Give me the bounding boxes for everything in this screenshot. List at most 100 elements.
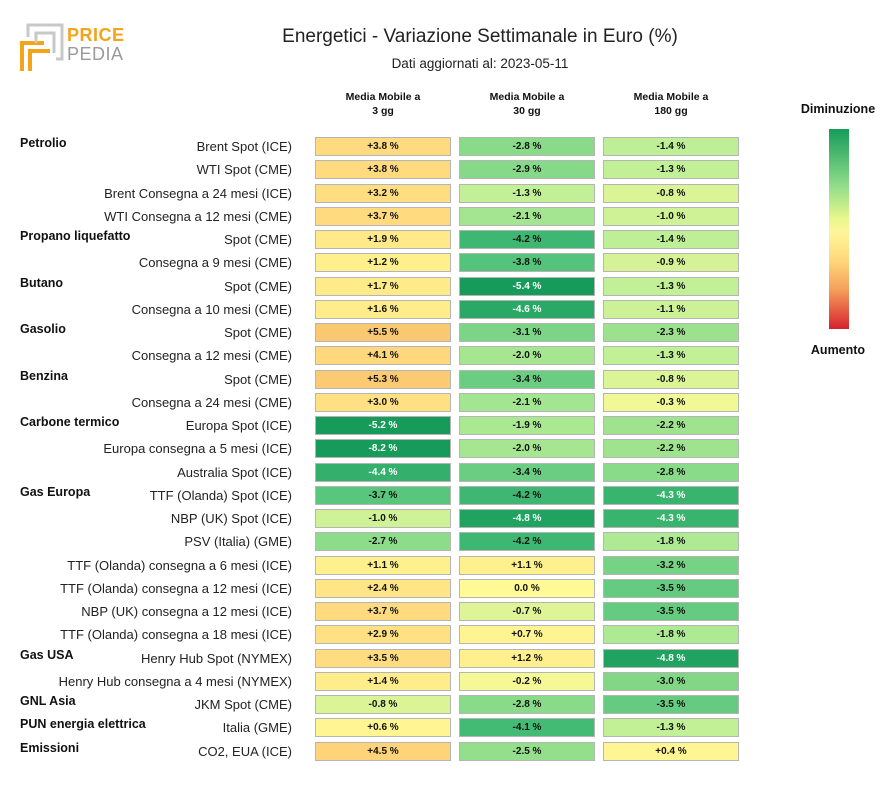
heatmap-cell: -4.2 % — [459, 485, 595, 505]
row-group-label: Carbone termico — [20, 415, 120, 429]
heatmap-cell: -1.4 % — [603, 230, 739, 249]
row-label: Henry Hub consegna a 4 mesi (NYMEX) — [58, 673, 292, 689]
row-label: Consegna a 10 mesi (CME) — [131, 301, 292, 317]
heatmap-cell: +5.3 % — [315, 369, 451, 389]
heatmap-cell: -1.3 % — [603, 346, 739, 366]
heatmap-cell: -1.3 % — [603, 276, 739, 296]
heatmap-cell: -3.2 % — [603, 555, 739, 575]
heatmap-cell: +0.7 % — [459, 625, 595, 645]
row-label: NBP (UK) consegna a 12 mesi (ICE) — [81, 604, 292, 619]
row-group-label: PUN energia elettrica — [20, 717, 146, 732]
heatmap-cell: -5.4 % — [459, 276, 595, 296]
heatmap-cell: -2.2 % — [603, 416, 739, 435]
heatmap-cell: -2.1 % — [459, 392, 595, 412]
pricepedia-logo: PRICE PEDIA — [20, 22, 130, 74]
heatmap-cell: -8.2 % — [315, 439, 451, 459]
heatmap-cell: -0.2 % — [459, 671, 595, 691]
row-label: Italia (GME) — [222, 720, 292, 736]
row-group-label: Gasolio — [20, 322, 66, 336]
chart-title: Energetici - Variazione Settimanale in E… — [282, 26, 678, 47]
heatmap-cell: -2.0 % — [459, 439, 595, 459]
heatmap-cell: -3.5 % — [603, 695, 739, 714]
heatmap-cell: -1.3 % — [459, 183, 595, 203]
heatmap-cell: +1.2 % — [315, 253, 451, 273]
row-group-label: Gas Europa — [20, 484, 91, 499]
row-label: Spot (CME) — [224, 232, 292, 247]
heatmap-cell: +4.1 % — [315, 346, 451, 366]
heatmap-cell: +4.5 % — [315, 741, 451, 761]
heatmap-cell: -0.8 % — [603, 369, 739, 389]
heatmap-cell: +2.4 % — [315, 578, 451, 598]
row-group-label: GNL Asia — [20, 694, 76, 708]
heatmap-cell: -0.7 % — [459, 602, 595, 621]
heatmap-cell: -0.8 % — [603, 183, 739, 203]
heatmap-cell: -1.3 % — [603, 718, 739, 738]
heatmap-cell: -1.0 % — [603, 206, 739, 226]
heatmap-cell: -4.2 % — [459, 532, 595, 552]
heatmap-cell: -3.4 % — [459, 369, 595, 389]
heatmap-cell: -2.7 % — [315, 532, 451, 552]
heatmap-cell: -3.5 % — [603, 602, 739, 621]
heatmap-cell: -2.9 % — [459, 160, 595, 180]
row-label: Brent Spot (ICE) — [196, 139, 292, 154]
row-label: Consegna a 24 mesi (CME) — [131, 394, 292, 410]
row-label: Europa Spot (ICE) — [185, 418, 292, 433]
heatmap-cell: -4.4 % — [315, 462, 451, 482]
legend-bottom-label: Aumento — [810, 343, 866, 357]
heatmap-cell: +3.5 % — [315, 648, 451, 668]
heatmap-cell: +3.8 % — [315, 137, 451, 156]
heatmap-cell: -2.1 % — [459, 206, 595, 226]
legend-top-label: Diminuzione — [800, 102, 876, 116]
heatmap-cell: -4.8 % — [603, 648, 739, 668]
heatmap-cell: -3.1 % — [459, 323, 595, 342]
row-label: Henry Hub Spot (NYMEX) — [141, 650, 292, 666]
row-label: Consegna a 9 mesi (CME) — [138, 255, 292, 271]
heatmap-cell: -2.0 % — [459, 346, 595, 366]
heatmap-cell: -1.8 % — [603, 625, 739, 645]
heatmap-cell: +1.1 % — [459, 555, 595, 575]
heatmap-cell: +3.7 % — [315, 602, 451, 621]
heatmap-cell: -1.3 % — [603, 160, 739, 180]
heatmap-cell: -4.2 % — [459, 230, 595, 249]
row-label: Europa consegna a 5 mesi (ICE) — [103, 441, 292, 457]
row-group-label: Emissioni — [20, 740, 80, 755]
row-label: JKM Spot (CME) — [194, 697, 292, 712]
row-label: TTF (Olanda) consegna a 18 mesi (ICE) — [60, 627, 292, 643]
heatmap-cell: -0.9 % — [603, 253, 739, 273]
heatmap-cell: -2.8 % — [459, 695, 595, 714]
heatmap-cell: 0.0 % — [459, 578, 595, 598]
heatmap-cell: -3.5 % — [603, 578, 739, 598]
heatmap-cell: -2.8 % — [459, 137, 595, 156]
row-group-label: Benzina — [20, 368, 68, 383]
row-label: TTF (Olanda) consegna a 12 mesi (ICE) — [60, 580, 292, 596]
column-header: Media Mobile a 180 gg — [633, 91, 709, 117]
heatmap-cell: +1.2 % — [459, 648, 595, 668]
row-label: WTI Spot (CME) — [196, 162, 292, 178]
heatmap-cell: +3.7 % — [315, 206, 451, 226]
heatmap-cell: -1.0 % — [315, 509, 451, 528]
row-group-label: Propano liquefatto — [20, 229, 131, 243]
row-label: Spot (CME) — [224, 278, 292, 294]
heatmap-cell: -0.8 % — [315, 695, 451, 714]
heatmap-cell: +1.4 % — [315, 671, 451, 691]
heatmap-cell: +1.7 % — [315, 276, 451, 296]
heatmap-cell: +0.4 % — [603, 741, 739, 761]
row-label: Spot (CME) — [224, 371, 292, 387]
column-header: Media Mobile a 3 gg — [345, 91, 421, 117]
heatmap-cell: +3.2 % — [315, 183, 451, 203]
row-label: TTF (Olanda) Spot (ICE) — [149, 487, 292, 503]
row-label: WTI Consegna a 12 mesi (CME) — [104, 208, 292, 224]
row-label: Spot (CME) — [224, 325, 292, 340]
heatmap-cell: -5.2 % — [315, 416, 451, 435]
row-group-label: Butano — [20, 275, 64, 290]
row-group-label: Gas USA — [20, 647, 74, 662]
heatmap-cell: -4.6 % — [459, 299, 595, 319]
chart-subtitle: Dati aggiornati al: 2023-05-11 — [391, 56, 569, 71]
heatmap-cell: +3.8 % — [315, 160, 451, 180]
heatmap-cell: +1.1 % — [315, 555, 451, 575]
row-label: Australia Spot (ICE) — [177, 464, 292, 480]
heatmap-cell: -4.8 % — [459, 509, 595, 528]
heatmap-cell: -0.3 % — [603, 392, 739, 412]
row-label: TTF (Olanda) consegna a 6 mesi (ICE) — [67, 557, 292, 573]
row-label: Consegna a 12 mesi (CME) — [131, 348, 292, 364]
